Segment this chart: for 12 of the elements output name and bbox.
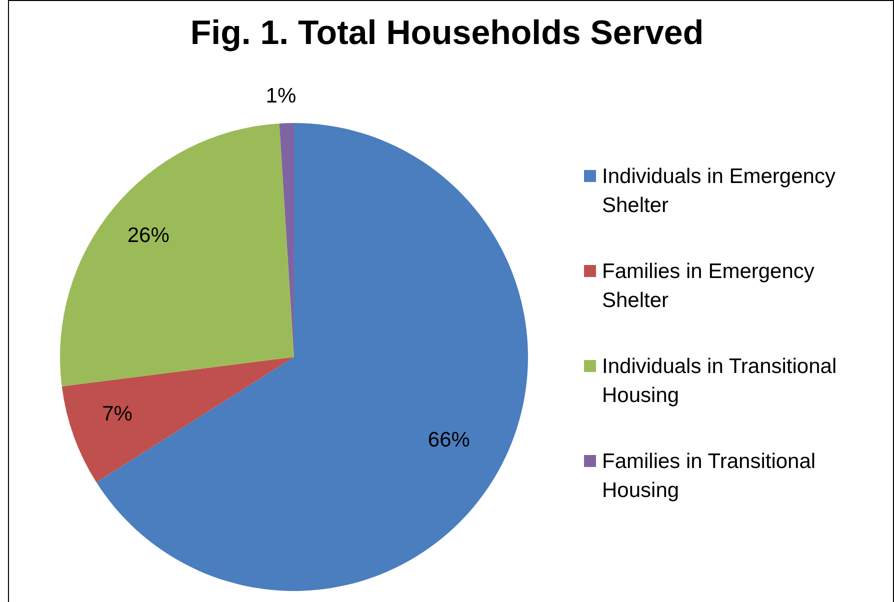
- data-label: 26%: [127, 224, 170, 248]
- pie-slice: [96, 123, 528, 591]
- chart-title: Fig. 1. Total Households Served: [189, 14, 705, 53]
- pie-slice: [60, 123, 294, 386]
- legend-label: Families in Emergency Shelter: [602, 259, 816, 314]
- data-label: 1%: [266, 84, 296, 108]
- legend-label: Families in Transitional Housing: [602, 449, 817, 504]
- data-label: 66%: [428, 428, 470, 452]
- legend-label: Individuals in Transitional Housing: [602, 354, 838, 409]
- data-label: 7%: [102, 402, 132, 426]
- legend-label: Individuals in Emergency Shelter: [602, 164, 836, 219]
- pie-slice: [62, 357, 294, 482]
